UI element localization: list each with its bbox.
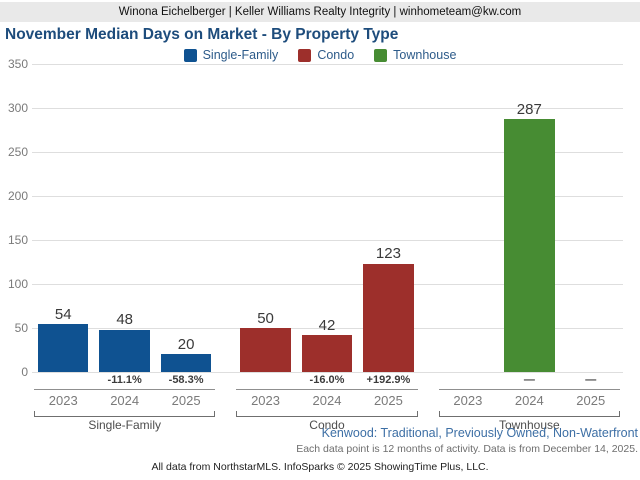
- bar-value-label: 54: [54, 305, 72, 323]
- bar-single-family-2024: [99, 329, 150, 372]
- percent-change-label: —: [585, 374, 597, 386]
- group-separator-line: [34, 389, 216, 390]
- group-bracket: [34, 411, 216, 417]
- year-label-2025: 2025: [171, 393, 201, 408]
- bar-condo-2023: [240, 328, 291, 372]
- ytick-label-200: 200: [7, 189, 28, 203]
- bar-groups: 54 48 20 -11.1% -58.3% 2023 2024 2025 Single-Fam…: [34, 64, 620, 432]
- year-label-2025: 2025: [373, 393, 403, 408]
- bars-row: 287: [443, 64, 616, 372]
- bar-group-single-family: 54 48 20 -11.1% -58.3% 2023 2024 2025 Single-Fam…: [34, 64, 216, 432]
- legend-swatch-icon: [374, 48, 388, 62]
- bar-slot-2023: 50: [240, 64, 291, 372]
- gridline-50: [32, 328, 623, 329]
- ytick-label-0: 0: [21, 365, 28, 379]
- year-label-2023: 2023: [251, 393, 280, 408]
- ytick-label-300: 300: [7, 101, 28, 115]
- bar-value-label: 50: [257, 309, 274, 327]
- year-label-2023: 2023: [48, 393, 78, 408]
- year-label-2024: 2024: [312, 393, 342, 408]
- chart-legend: Single-Family Condo Townhouse: [0, 47, 640, 63]
- bar-townhouse-2024: [504, 119, 555, 372]
- group-name-label: Condo: [309, 418, 345, 432]
- gridline-150: [32, 240, 623, 241]
- bar-slot-2023: 54: [38, 64, 89, 372]
- group-separator-line: [438, 389, 620, 390]
- gridline-0: [32, 372, 623, 373]
- agent-header-bar: Winona Eichelberger | Keller Williams Re…: [0, 2, 640, 22]
- legend-item-condo: Condo: [298, 48, 354, 62]
- ytick-label-100: 100: [7, 277, 28, 291]
- gridline-350: [32, 64, 623, 65]
- bar-value-label: 48: [116, 311, 133, 329]
- bar-slot-2024: 42: [301, 64, 353, 372]
- legend-swatch-icon: [298, 48, 312, 62]
- percent-change-label: -16.0%: [309, 374, 345, 386]
- percent-change-row: -16.0% +192.9%: [240, 374, 413, 387]
- year-labels-row: 2023 2024 2025: [443, 393, 616, 408]
- percent-change-label: -58.3%: [168, 374, 204, 386]
- data-note-text: Each data point is 12 months of activity…: [296, 443, 638, 455]
- bar-group-condo: 50 42 123 -16.0% +192.9% 2023 2024 2025 Condo: [236, 64, 418, 432]
- bar-condo-2025: [363, 263, 414, 372]
- percent-change-row: -11.1% -58.3%: [38, 374, 211, 387]
- year-label-2025: 2025: [576, 393, 606, 408]
- percent-change-label: —: [523, 374, 535, 386]
- bar-value-label: 42: [318, 316, 336, 334]
- group-name-label: Single-Family: [88, 418, 161, 432]
- percent-change-label: [443, 374, 493, 387]
- bar-slot-2025: [566, 64, 616, 372]
- group-name-label: Townhouse: [498, 418, 560, 432]
- bar-group-townhouse: 287— —2023 2024 2025 Townhouse: [438, 64, 620, 432]
- bar-slot-2025: 123: [363, 64, 414, 372]
- gridline-250: [32, 152, 623, 153]
- year-label-2023: 2023: [453, 393, 483, 408]
- bar-slot-2024: 48: [99, 64, 150, 372]
- ytick-label-350: 350: [7, 57, 28, 71]
- year-label-2024: 2024: [110, 393, 140, 408]
- year-labels-row: 2023 2024 2025: [38, 393, 211, 408]
- search-criteria-text: Kenwood: Traditional, Previously Owned, …: [321, 426, 638, 440]
- group-separator-line: [236, 389, 418, 390]
- bar-single-family-2025: [160, 354, 212, 372]
- percent-change-label: [240, 374, 290, 387]
- gridline-200: [32, 196, 623, 197]
- bar-single-family-2023: [38, 324, 89, 372]
- gridline-100: [32, 284, 623, 285]
- legend-item-townhouse: Townhouse: [374, 48, 456, 62]
- agent-header-text: Winona Eichelberger | Keller Williams Re…: [118, 6, 522, 18]
- legend-label: Single-Family: [202, 48, 279, 62]
- percent-change-label: +192.9%: [366, 374, 411, 386]
- bar-value-label: 123: [375, 245, 401, 263]
- group-bracket: [438, 411, 620, 417]
- bar-slot-2025: 20: [160, 64, 212, 372]
- bar-value-label: 287: [516, 100, 542, 118]
- percent-change-label: -11.1%: [107, 374, 142, 386]
- bars-row: 54 48 20: [38, 64, 212, 372]
- bar-value-label: 20: [177, 335, 195, 353]
- legend-item-single-family: Single-Family: [183, 48, 279, 62]
- group-bracket: [236, 411, 418, 417]
- attribution-text: All data from NorthstarMLS. InfoSparks ©…: [151, 461, 489, 473]
- year-label-2024: 2024: [514, 393, 544, 408]
- bar-slot-2023: [443, 64, 493, 372]
- percent-change-label: [38, 374, 88, 387]
- year-labels-row: 2023 2024 2025: [240, 393, 413, 408]
- gridline-300: [32, 108, 623, 109]
- bar-condo-2024: [301, 335, 353, 372]
- ytick-label-150: 150: [7, 233, 28, 247]
- legend-label: Condo: [317, 48, 355, 62]
- ytick-label-250: 250: [7, 145, 28, 159]
- ytick-label-50: 50: [14, 321, 28, 335]
- chart-title: November Median Days on Market - By Prop…: [5, 26, 399, 43]
- legend-swatch-icon: [183, 48, 197, 62]
- bars-row: 50 42 123: [240, 64, 414, 372]
- legend-label: Townhouse: [393, 48, 457, 62]
- bar-slot-2024: 287: [504, 64, 555, 372]
- percent-change-row: — —: [443, 374, 616, 387]
- plot-area: 350 300 250 200 150 100 50 0 54 48 20 -11.1% -58.3%…: [0, 57, 640, 436]
